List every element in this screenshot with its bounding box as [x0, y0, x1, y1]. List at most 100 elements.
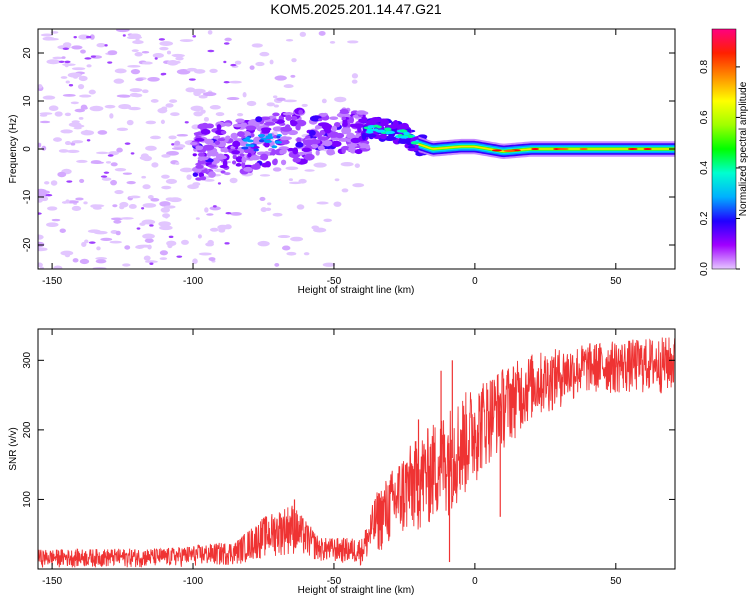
- spectral-blob: [198, 252, 212, 256]
- spectral-blob: [354, 163, 360, 168]
- spectral-blob: [280, 126, 293, 132]
- spectral-blob: [263, 141, 270, 148]
- spectral-blob: [237, 113, 244, 117]
- spectral-blob: [385, 131, 390, 135]
- spectral-blob: [168, 197, 182, 203]
- spectral-blob: [150, 99, 159, 103]
- spectral-blob: [88, 89, 96, 95]
- spectral-blob: [193, 69, 206, 74]
- spectral-blob: [45, 194, 53, 197]
- spectral-blob: [158, 38, 165, 41]
- spectral-blob: [339, 137, 350, 142]
- spectral-blob: [73, 35, 77, 39]
- spectral-blob: [349, 123, 358, 128]
- spectral-blob: [207, 164, 217, 168]
- spectral-blob: [129, 33, 142, 39]
- spectral-blob: [290, 236, 304, 242]
- spectral-blob: [212, 135, 220, 140]
- spectral-blob: [114, 190, 124, 195]
- spectral-blob: [225, 211, 232, 215]
- spectral-blob: [158, 221, 171, 227]
- spectral-blob: [399, 135, 409, 139]
- spectral-blob: [272, 212, 283, 217]
- spectral-blob: [341, 145, 350, 151]
- spectral-blob: [114, 168, 127, 172]
- spectral-blob: [195, 217, 200, 220]
- spectral-blob: [287, 129, 299, 136]
- spectral-blob: [71, 45, 83, 50]
- spectral-blob: [166, 150, 179, 156]
- spectral-blob: [331, 125, 338, 132]
- spectral-blob: [64, 112, 72, 117]
- spectral-blob: [208, 171, 216, 178]
- spectral-blob: [246, 100, 257, 107]
- spectral-blob: [176, 134, 189, 137]
- spectral-blob: [288, 178, 293, 182]
- spectral-blob: [192, 35, 197, 38]
- spectral-blob: [247, 152, 252, 158]
- spectral-blob: [245, 143, 251, 147]
- x-tick-label: -50: [327, 276, 342, 287]
- spectral-blob: [151, 162, 159, 168]
- spectral-blob: [107, 154, 114, 157]
- spectral-blob: [160, 207, 171, 213]
- spectral-blob: [396, 123, 409, 130]
- spectral-blob: [209, 68, 218, 73]
- spectral-blob: [215, 112, 225, 117]
- spectral-blob: [384, 127, 392, 131]
- spectral-blob: [346, 132, 355, 139]
- spectrogram-y-ticks: -20 -10 0 10 20: [22, 47, 675, 252]
- spectral-blob: [104, 44, 108, 47]
- spectral-blob: [272, 95, 278, 99]
- spectral-blob: [109, 113, 114, 119]
- spectral-blob: [185, 87, 196, 93]
- spectral-blob: [340, 162, 354, 167]
- spectral-blob: [116, 147, 123, 153]
- spectral-blob: [192, 258, 198, 264]
- spectral-blob: [113, 78, 125, 84]
- spectral-blob: [134, 52, 143, 57]
- spectral-blob: [127, 65, 141, 68]
- spectral-blob: [313, 162, 327, 168]
- spectral-blob: [189, 141, 198, 146]
- spectral-blob: [160, 119, 165, 125]
- spectral-blob: [260, 153, 269, 161]
- spectral-blob: [200, 128, 211, 135]
- spectral-blob: [274, 75, 287, 81]
- spectral-blob: [246, 139, 254, 143]
- spectral-blob: [207, 30, 213, 35]
- spectral-blob: [230, 132, 239, 140]
- spectral-blob: [263, 139, 272, 143]
- spectral-blob: [314, 125, 321, 130]
- spectral-blob: [223, 172, 231, 176]
- spectral-blob: [228, 80, 242, 84]
- spectral-blob: [217, 182, 221, 185]
- spectral-blob: [168, 235, 174, 239]
- spectrogram-x-axis-label: Height of straight line (km): [298, 285, 415, 296]
- spectral-blob: [170, 112, 180, 117]
- spectral-blob: [128, 195, 141, 199]
- spectral-blob: [65, 199, 70, 204]
- spectral-blob: [40, 33, 54, 37]
- spectral-blob: [339, 109, 349, 113]
- spectral-blob: [274, 140, 282, 144]
- spectral-blob: [347, 40, 359, 44]
- spectral-blob: [251, 43, 263, 48]
- spectral-blob: [46, 59, 61, 65]
- spectral-blob: [195, 164, 204, 169]
- spectral-blob: [370, 116, 382, 123]
- spectral-blob: [184, 121, 189, 124]
- spectral-blob: [354, 149, 363, 155]
- spectral-blob: [115, 230, 121, 236]
- chart-title: KOM5.2025.201.14.47.G21: [270, 1, 442, 17]
- spectral-blob: [301, 147, 312, 153]
- spectral-blob: [240, 153, 245, 157]
- spectral-blob: [224, 242, 230, 245]
- spectral-blob: [209, 227, 219, 232]
- spectral-blob: [100, 175, 108, 178]
- spectral-blob: [296, 204, 305, 210]
- spectral-blob: [317, 145, 325, 151]
- spectral-blob: [126, 180, 136, 185]
- spectral-blob: [86, 35, 92, 39]
- snr-panel: -150 -100 -50 0 50 100 200 300 Height of strai…: [8, 328, 676, 596]
